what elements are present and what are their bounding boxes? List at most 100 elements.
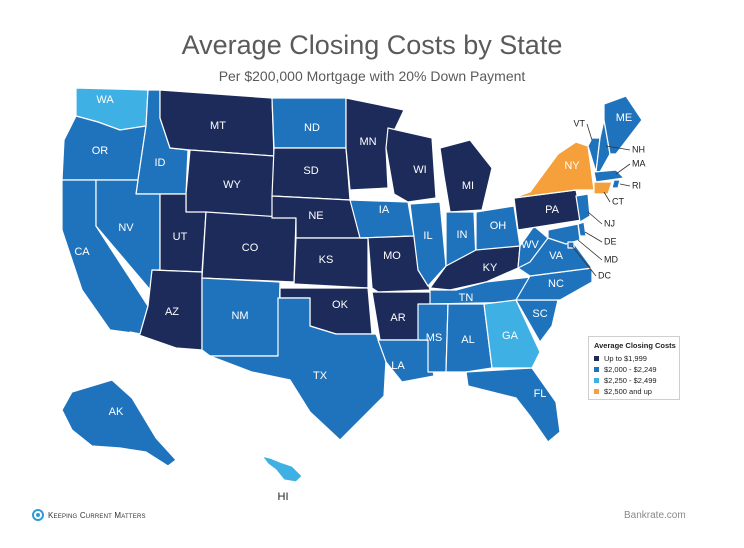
state-label-wy: WY <box>223 179 241 191</box>
state-hi <box>261 455 303 483</box>
state-label-wv: WV <box>521 239 539 251</box>
state-label-ne: NE <box>308 210 323 222</box>
state-ma <box>593 169 625 183</box>
state-label-ms: MS <box>426 332 443 344</box>
state-label-nv: NV <box>118 222 134 234</box>
legend-label-tier4: $2,500 and up <box>604 387 652 396</box>
state-label-ga: GA <box>502 330 519 342</box>
state-label-la: LA <box>391 360 405 372</box>
state-label-ut: UT <box>173 231 188 243</box>
leader-line-nh <box>605 145 631 151</box>
state-label-al: AL <box>461 334 474 346</box>
state-ny <box>513 141 595 199</box>
state-label-de: DE <box>604 236 617 246</box>
legend-title: Average Closing Costs <box>594 341 676 350</box>
leader-line-ma <box>615 163 631 175</box>
state-mi <box>439 139 493 213</box>
state-label-ny: NY <box>564 160 580 172</box>
state-label-fl: FL <box>534 388 547 400</box>
state-tx <box>209 297 387 441</box>
brand-name: Keeping Current Matters <box>48 510 146 520</box>
map-subtitle: Per $200,000 Mortgage with 20% Down Paym… <box>218 68 526 84</box>
state-label-mn: MN <box>359 136 376 148</box>
state-label-pa: PA <box>545 204 560 216</box>
state-label-nc: NC <box>548 278 564 290</box>
state-ct <box>593 181 613 195</box>
state-al <box>445 303 493 373</box>
legend-swatch-tier1 <box>594 356 599 361</box>
state-label-co: CO <box>242 242 259 254</box>
state-label-hi: HI <box>278 491 289 503</box>
state-label-mi: MI <box>462 180 474 192</box>
source-credit: Bankrate.com <box>624 510 686 521</box>
state-me <box>603 95 643 155</box>
state-nh <box>595 119 611 173</box>
state-label-ks: KS <box>319 254 334 266</box>
legend-item-tier1: Up to $1,999 <box>594 354 674 363</box>
state-wi <box>385 127 437 203</box>
state-label-ma: MA <box>632 158 646 168</box>
state-label-oh: OH <box>490 220 507 232</box>
state-label-ar: AR <box>390 312 405 324</box>
leader-line-de <box>584 231 603 243</box>
map-title: Average Closing Costs by State <box>181 30 563 60</box>
state-label-dc: DC <box>598 270 611 280</box>
state-label-ri: RI <box>632 180 641 190</box>
state-wv <box>517 225 549 269</box>
state-label-tn: TN <box>459 292 474 304</box>
state-label-az: AZ <box>165 306 179 318</box>
state-label-sd: SD <box>303 165 318 177</box>
state-label-mt: MT <box>210 120 226 132</box>
state-nj <box>575 193 591 223</box>
state-ri <box>611 179 621 189</box>
leader-line-ct <box>603 191 611 203</box>
state-label-nj: NJ <box>604 218 615 228</box>
legend-label-tier2: $2,000 - $2,249 <box>604 365 657 374</box>
state-label-mo: MO <box>383 250 401 262</box>
state-label-ky: KY <box>483 262 498 274</box>
state-label-ok: OK <box>332 299 349 311</box>
state-label-md: MD <box>604 254 618 264</box>
kcm-circle-icon <box>32 509 44 521</box>
state-label-ct: CT <box>612 196 624 206</box>
state-label-vt: VT <box>573 118 585 128</box>
legend-item-tier2: $2,000 - $2,249 <box>594 365 674 374</box>
state-label-sc: SC <box>532 308 547 320</box>
state-il <box>409 201 447 287</box>
state-la <box>377 339 435 383</box>
leader-line-dc <box>571 245 597 277</box>
state-label-wi: WI <box>413 164 426 176</box>
leader-line-ri <box>619 183 631 187</box>
state-fl <box>465 367 561 443</box>
map-legend: Average Closing Costs Up to $1,999 $2,00… <box>588 336 680 400</box>
state-label-wa: WA <box>96 94 114 106</box>
leader-line-nj <box>587 211 603 225</box>
legend-swatch-tier2 <box>594 367 599 372</box>
state-label-nd: ND <box>304 122 320 134</box>
legend-item-tier3: $2,250 - $2,499 <box>594 376 674 385</box>
state-label-or: OR <box>92 145 109 157</box>
legend-item-tier4: $2,500 and up <box>594 387 674 396</box>
legend-swatch-tier4 <box>594 389 599 394</box>
state-label-id: ID <box>155 157 166 169</box>
brand-logo: Keeping Current Matters <box>32 509 146 521</box>
state-label-ca: CA <box>74 246 90 258</box>
state-label-nh: NH <box>632 144 645 154</box>
state-mn <box>345 97 405 191</box>
state-label-va: VA <box>549 250 564 262</box>
state-ga <box>483 299 541 369</box>
legend-swatch-tier3 <box>594 378 599 383</box>
state-label-tx: TX <box>313 370 328 382</box>
leader-line-vt <box>586 123 593 141</box>
state-label-il: IL <box>423 230 432 242</box>
state-ak <box>61 379 177 467</box>
legend-label-tier3: $2,250 - $2,499 <box>604 376 657 385</box>
state-label-ia: IA <box>379 204 390 216</box>
state-label-nm: NM <box>231 310 248 322</box>
state-label-ak: AK <box>109 406 124 418</box>
leader-line-md <box>577 239 603 261</box>
legend-label-tier1: Up to $1,999 <box>604 354 647 363</box>
state-label-me: ME <box>616 112 633 124</box>
state-label-in: IN <box>457 229 468 241</box>
